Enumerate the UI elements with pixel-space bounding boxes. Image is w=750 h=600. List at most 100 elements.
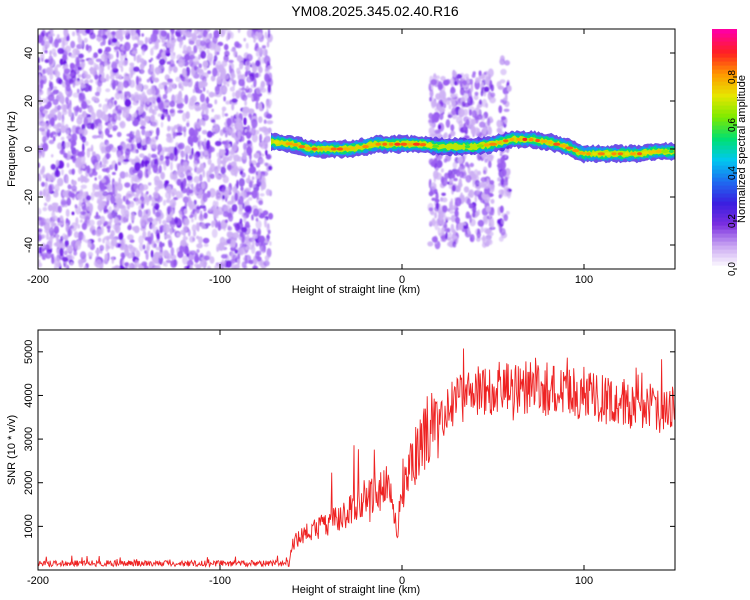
ridge-peak <box>350 146 356 150</box>
speckle-0 <box>193 176 200 183</box>
speckle-2 <box>500 178 505 186</box>
speckle-2 <box>499 79 506 84</box>
speckle-1 <box>464 89 470 94</box>
speckle-0 <box>132 118 139 127</box>
speckle-0 <box>111 78 116 88</box>
speckle-0 <box>63 152 69 159</box>
speckle-0 <box>71 211 75 216</box>
speckle-0 <box>107 63 111 71</box>
speckle-0 <box>255 51 260 57</box>
x-tick-label: 0 <box>399 274 405 286</box>
speckle-0 <box>113 204 120 213</box>
speckle-0 <box>38 219 41 226</box>
speckle-1 <box>446 97 452 101</box>
speckle-0 <box>49 72 54 81</box>
speckle-0 <box>154 211 161 218</box>
speckle-0 <box>73 250 78 256</box>
speckle-1 <box>434 198 440 203</box>
speckle-0 <box>61 118 65 128</box>
colorbar-step <box>712 221 737 226</box>
x-tick-label: -200 <box>27 575 49 587</box>
speckle-0 <box>49 50 52 56</box>
speckle-0 <box>222 30 225 35</box>
speckle-0 <box>154 105 159 112</box>
speckle-0 <box>215 200 219 208</box>
speckle-1 <box>483 71 487 76</box>
speckle-0 <box>113 265 120 269</box>
colorbar-step <box>712 197 737 202</box>
speckle-0 <box>54 67 58 72</box>
speckle-0 <box>198 54 201 60</box>
speckle-0 <box>176 54 183 61</box>
speckle-1 <box>444 172 449 180</box>
speckle-0 <box>94 185 101 190</box>
speckle-0 <box>139 243 144 252</box>
speckle-0 <box>80 174 84 183</box>
speckle-0 <box>266 233 270 242</box>
speckle-1 <box>435 202 440 210</box>
ridge-peak <box>624 152 630 156</box>
ridge-peak <box>375 142 382 146</box>
speckle-0 <box>181 29 187 36</box>
ridge-peak <box>522 137 528 141</box>
speckle-0 <box>66 35 70 42</box>
speckle-0 <box>44 218 51 226</box>
speckle-0 <box>119 120 126 129</box>
speckle-0 <box>185 152 188 162</box>
speckle-0 <box>164 155 170 160</box>
speckle-1 <box>428 178 432 189</box>
speckle-0 <box>83 71 88 78</box>
speckle-1 <box>456 116 463 124</box>
speckle-0 <box>266 98 273 107</box>
speckle-0 <box>242 202 245 210</box>
colorbar-step <box>712 129 737 134</box>
speckle-1 <box>483 194 491 203</box>
speckle-0 <box>173 52 176 56</box>
speckle-0 <box>104 205 107 211</box>
colorbar-step <box>712 137 737 142</box>
speckle-1 <box>489 184 495 193</box>
colorbar-step <box>712 33 737 38</box>
speckle-0 <box>67 141 72 148</box>
speckle-0 <box>162 111 169 117</box>
speckle-0 <box>166 86 172 93</box>
speckle-0 <box>230 167 237 176</box>
speckle-1 <box>441 177 448 187</box>
speckle-0 <box>108 53 114 60</box>
speckle-0 <box>132 247 138 253</box>
speckle-0 <box>225 186 232 194</box>
speckle-0 <box>87 147 94 152</box>
speckle-1 <box>453 177 458 182</box>
speckle-1 <box>439 113 444 120</box>
speckle-0 <box>78 53 84 59</box>
speckle-0 <box>139 58 145 64</box>
speckle-0 <box>252 208 260 217</box>
speckle-0 <box>66 175 69 184</box>
speckle-0 <box>153 243 157 248</box>
speckle-0 <box>60 125 67 134</box>
ridge-peak <box>509 137 515 141</box>
speckle-0 <box>118 265 125 269</box>
speckle-0 <box>55 64 62 68</box>
speckle-0 <box>150 160 154 169</box>
speckle-0 <box>59 215 64 220</box>
speckle-0 <box>269 241 272 246</box>
speckle-0 <box>45 113 48 120</box>
speckle-0 <box>263 55 271 65</box>
colorbar-ticks: 0.0 0.2 0.4 0.6 0.8 <box>727 70 738 276</box>
speckle-1 <box>473 94 479 101</box>
speckle-1 <box>465 119 470 126</box>
speckle-0 <box>152 163 158 174</box>
speckle-0 <box>154 186 160 192</box>
speckle-0 <box>238 178 245 187</box>
speckle-0 <box>95 228 102 237</box>
speckle-0 <box>185 31 193 38</box>
speckle-1 <box>457 222 464 231</box>
speckle-0 <box>238 208 243 215</box>
speckle-0 <box>156 97 161 103</box>
speckle-0 <box>234 41 240 48</box>
y-tick-label: 3000 <box>23 427 35 451</box>
speckle-0 <box>237 258 241 266</box>
speckle-0 <box>51 202 59 207</box>
colorbar-step <box>712 81 737 86</box>
